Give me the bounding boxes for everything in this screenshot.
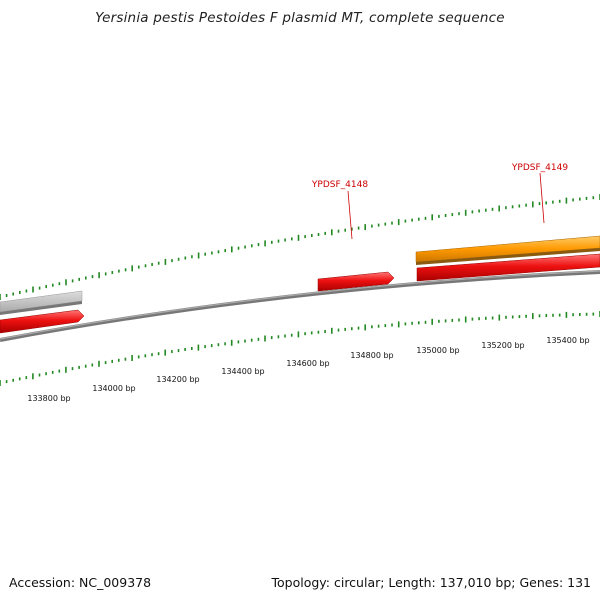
gene-features <box>0 235 600 334</box>
accession-text: Accession: NC_009378 <box>9 575 152 590</box>
topology-stats-text: Topology: circular; Length: 137,010 bp; … <box>271 575 592 590</box>
map-title: Yersinia pestis Pestoides F plasmid MT, … <box>95 10 505 26</box>
gene-feature-red-left[interactable] <box>0 309 85 334</box>
position-label: 133800 bp <box>27 394 70 403</box>
gene-callouts: YPDSF_4148 YPDSF_4149 <box>311 163 568 240</box>
position-label: 134000 bp <box>92 384 135 393</box>
position-labels: 133800 bp 134000 bp 134200 bp 134400 bp … <box>27 336 589 403</box>
gene-feature-gray-shadow <box>0 301 82 315</box>
callout-line-4149 <box>539 172 545 224</box>
plasmid-backbone-highlight <box>0 270 600 340</box>
inner-tick-marks <box>0 311 600 386</box>
position-label: 135000 bp <box>416 346 459 355</box>
gene-feature-ypdsf-4149[interactable] <box>415 235 600 263</box>
gene-feature-orange-shadow <box>416 248 600 265</box>
position-label: 135200 bp <box>481 341 524 350</box>
position-label: 134800 bp <box>350 351 393 360</box>
position-label: 134200 bp <box>156 375 199 384</box>
position-label: 134600 bp <box>286 359 329 368</box>
gene-feature-red-right[interactable] <box>416 253 600 282</box>
outer-tick-marks <box>0 194 600 300</box>
gene-label-ypdsf-4148[interactable]: YPDSF_4148 <box>311 180 368 190</box>
position-label: 135400 bp <box>546 336 589 345</box>
gene-feature-ypdsf-4148[interactable] <box>317 271 395 292</box>
gene-label-ypdsf-4149[interactable]: YPDSF_4149 <box>511 163 568 173</box>
position-label: 134400 bp <box>221 367 264 376</box>
callout-line-4148 <box>347 190 353 240</box>
plasmid-backbone <box>0 270 600 342</box>
